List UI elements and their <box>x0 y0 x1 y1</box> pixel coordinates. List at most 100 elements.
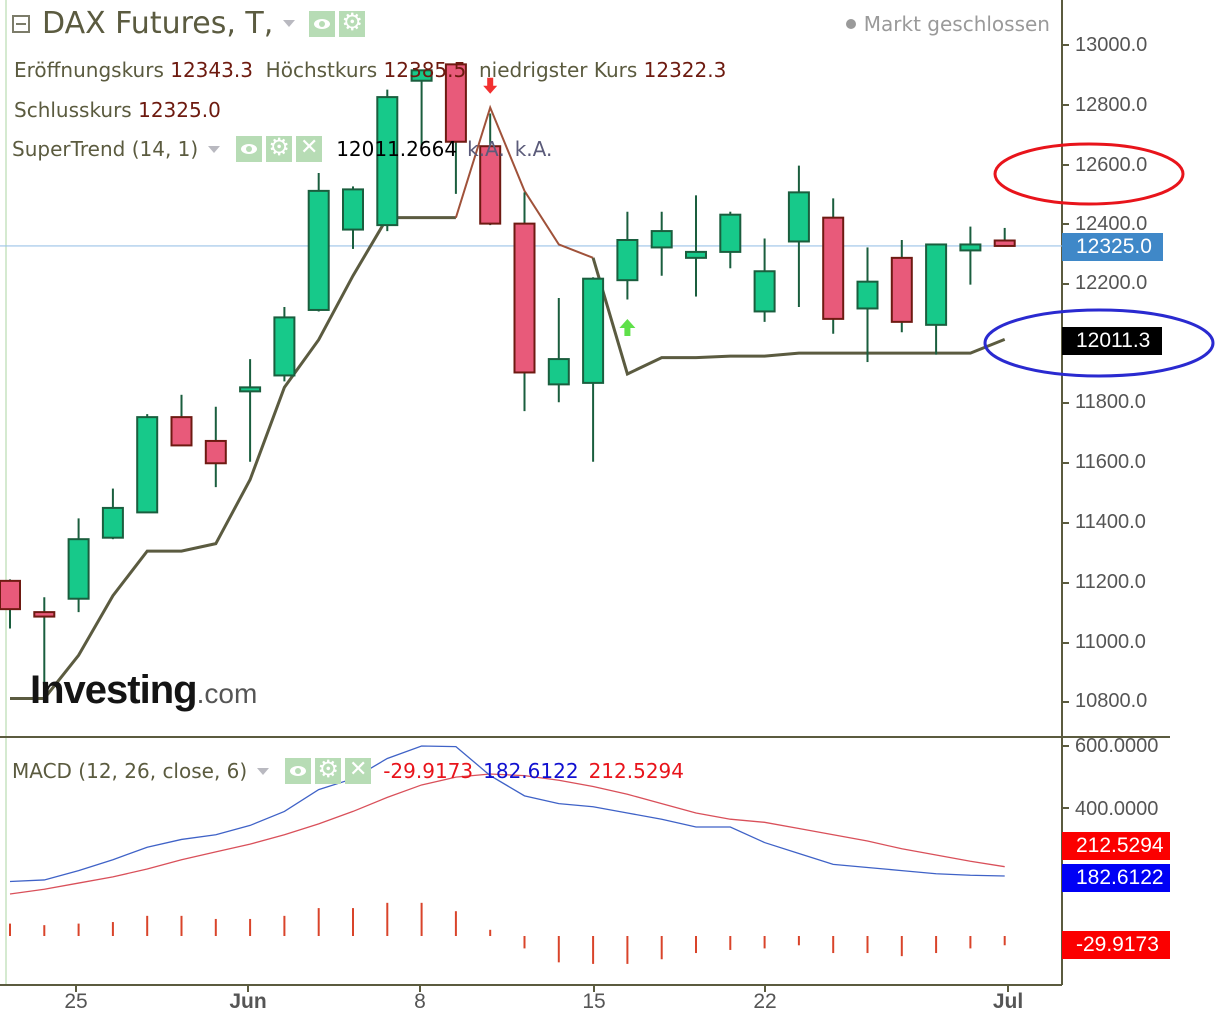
symbol-title: DAX Futures, T, <box>42 6 274 41</box>
gear-icon[interactable] <box>266 133 293 162</box>
x-tick: 15 <box>582 990 606 1013</box>
macd-signal-value: 212.5294 <box>588 759 684 783</box>
x-tick: 8 <box>414 990 426 1013</box>
price-tick: 12400.0 <box>1075 213 1148 235</box>
low-label: niedrigster Kurs <box>478 58 638 82</box>
high-value: 12385.5 <box>383 58 467 82</box>
price-tick: 10800.0 <box>1075 690 1148 712</box>
signal-tag: 212.5294 <box>1062 832 1170 860</box>
supertrend-line-down <box>454 104 594 259</box>
low-value: 12322.3 <box>643 58 727 82</box>
close-label: Schlusskurs <box>14 98 132 122</box>
red-ellipse-annotation <box>993 142 1185 206</box>
close-value: 12325.0 <box>138 98 221 122</box>
x-tick: 22 <box>753 990 777 1013</box>
eye-icon[interactable] <box>236 136 263 162</box>
supertrend-label: SuperTrend (14, 1) <box>12 137 199 161</box>
close-icon[interactable] <box>296 135 323 162</box>
candle-body <box>307 189 330 311</box>
candle-body <box>959 243 982 252</box>
x-tick: Jun <box>229 990 267 1013</box>
macd-line-value: 182.6122 <box>483 759 579 783</box>
candle-body <box>787 191 810 243</box>
candle-body <box>890 256 913 323</box>
macd-hist-value: -29.9173 <box>383 759 474 783</box>
candle-body <box>170 416 193 447</box>
eye-icon[interactable] <box>285 758 312 784</box>
price-tick: 11800.0 <box>1075 391 1146 413</box>
logo-suffix: .com <box>196 678 258 709</box>
open-label: Eröffnungskurs <box>14 58 164 82</box>
supertrend-na-2: k.A. <box>514 137 553 161</box>
candle-body <box>0 579 21 611</box>
candle-body <box>444 63 467 143</box>
chevron-down-icon[interactable] <box>283 20 296 27</box>
market-status: Markt geschlossen <box>845 12 1050 36</box>
signal-line <box>9 773 1005 895</box>
symbol-header: DAX Futures, T, <box>12 6 369 41</box>
price-tick: 12600.0 <box>1075 154 1148 176</box>
x-tick: 25 <box>64 990 88 1013</box>
supertrend-legend: SuperTrend (14, 1) 12011.2664 k.A. k.A. <box>12 133 553 162</box>
logo-main: Investing <box>30 668 198 712</box>
supertrend-price-tag: 12011.3 <box>1062 327 1162 355</box>
supertrend-line <box>10 216 456 700</box>
candle-body <box>101 506 124 539</box>
candle-body <box>513 222 536 374</box>
price-tick: 13000.0 <box>1075 34 1148 56</box>
price-tick: 12800.0 <box>1075 94 1148 116</box>
gear-icon[interactable] <box>339 8 366 37</box>
candle-body <box>136 416 159 514</box>
candle-body <box>822 216 845 320</box>
close-icon[interactable] <box>345 757 372 784</box>
buy-arrow-icon <box>619 319 636 336</box>
candle-body <box>856 280 879 310</box>
gear-icon[interactable] <box>315 755 342 784</box>
candle-body <box>650 230 673 249</box>
macd-tick: 600.0000 <box>1075 735 1159 757</box>
macd-legend: MACD (12, 26, close, 6) -29.9173 182.612… <box>12 755 684 784</box>
candle-body <box>67 538 90 600</box>
open-value: 12343.3 <box>170 58 253 82</box>
chevron-down-icon[interactable] <box>257 767 270 775</box>
macd-label: MACD (12, 26, close, 6) <box>12 759 248 783</box>
candle-body <box>204 439 227 465</box>
candle-body <box>273 316 296 377</box>
collapse-icon[interactable] <box>12 14 30 33</box>
histogram-tag: -29.9173 <box>1062 931 1170 959</box>
candle-body <box>479 145 502 225</box>
current-price-tag: 12325.0 <box>1062 233 1163 261</box>
candle-body <box>719 213 742 253</box>
candle-body <box>753 270 776 313</box>
chevron-down-icon[interactable] <box>208 145 221 153</box>
candle-body <box>993 239 1016 247</box>
ohlc-row: Eröffnungskurs 12343.3 Höchstkurs 12385.… <box>14 58 726 82</box>
supertrend-value: 12011.2664 <box>336 137 458 161</box>
supertrend-na-1: k.A. <box>467 137 505 161</box>
blue-ellipse-annotation <box>983 308 1215 378</box>
x-tick: Jul <box>992 990 1024 1013</box>
macd-line <box>9 745 1005 883</box>
macd-tag: 182.6122 <box>1062 864 1170 892</box>
candle-body <box>582 277 605 384</box>
candle-body <box>239 386 262 393</box>
candle-body <box>410 69 433 82</box>
candle-body <box>376 96 399 227</box>
price-tick: 11200.0 <box>1075 571 1146 593</box>
candle-body <box>342 188 364 231</box>
candle-body <box>33 611 56 618</box>
price-tick: 11600.0 <box>1075 451 1146 473</box>
sell-arrow-icon <box>483 77 498 94</box>
eye-icon[interactable] <box>309 10 336 37</box>
high-label: Höchstkurs <box>265 58 378 82</box>
close-row: Schlusskurs 12325.0 <box>14 98 221 122</box>
candle-body <box>616 238 639 282</box>
macd-tick: 400.0000 <box>1075 798 1159 820</box>
price-tick: 11000.0 <box>1075 631 1146 653</box>
investing-logo: Investing.com <box>30 668 257 713</box>
candle-body <box>925 243 948 326</box>
market-status-text: Markt geschlossen <box>863 12 1050 36</box>
price-tick: 11400.0 <box>1075 511 1146 533</box>
candle-body <box>685 250 707 259</box>
